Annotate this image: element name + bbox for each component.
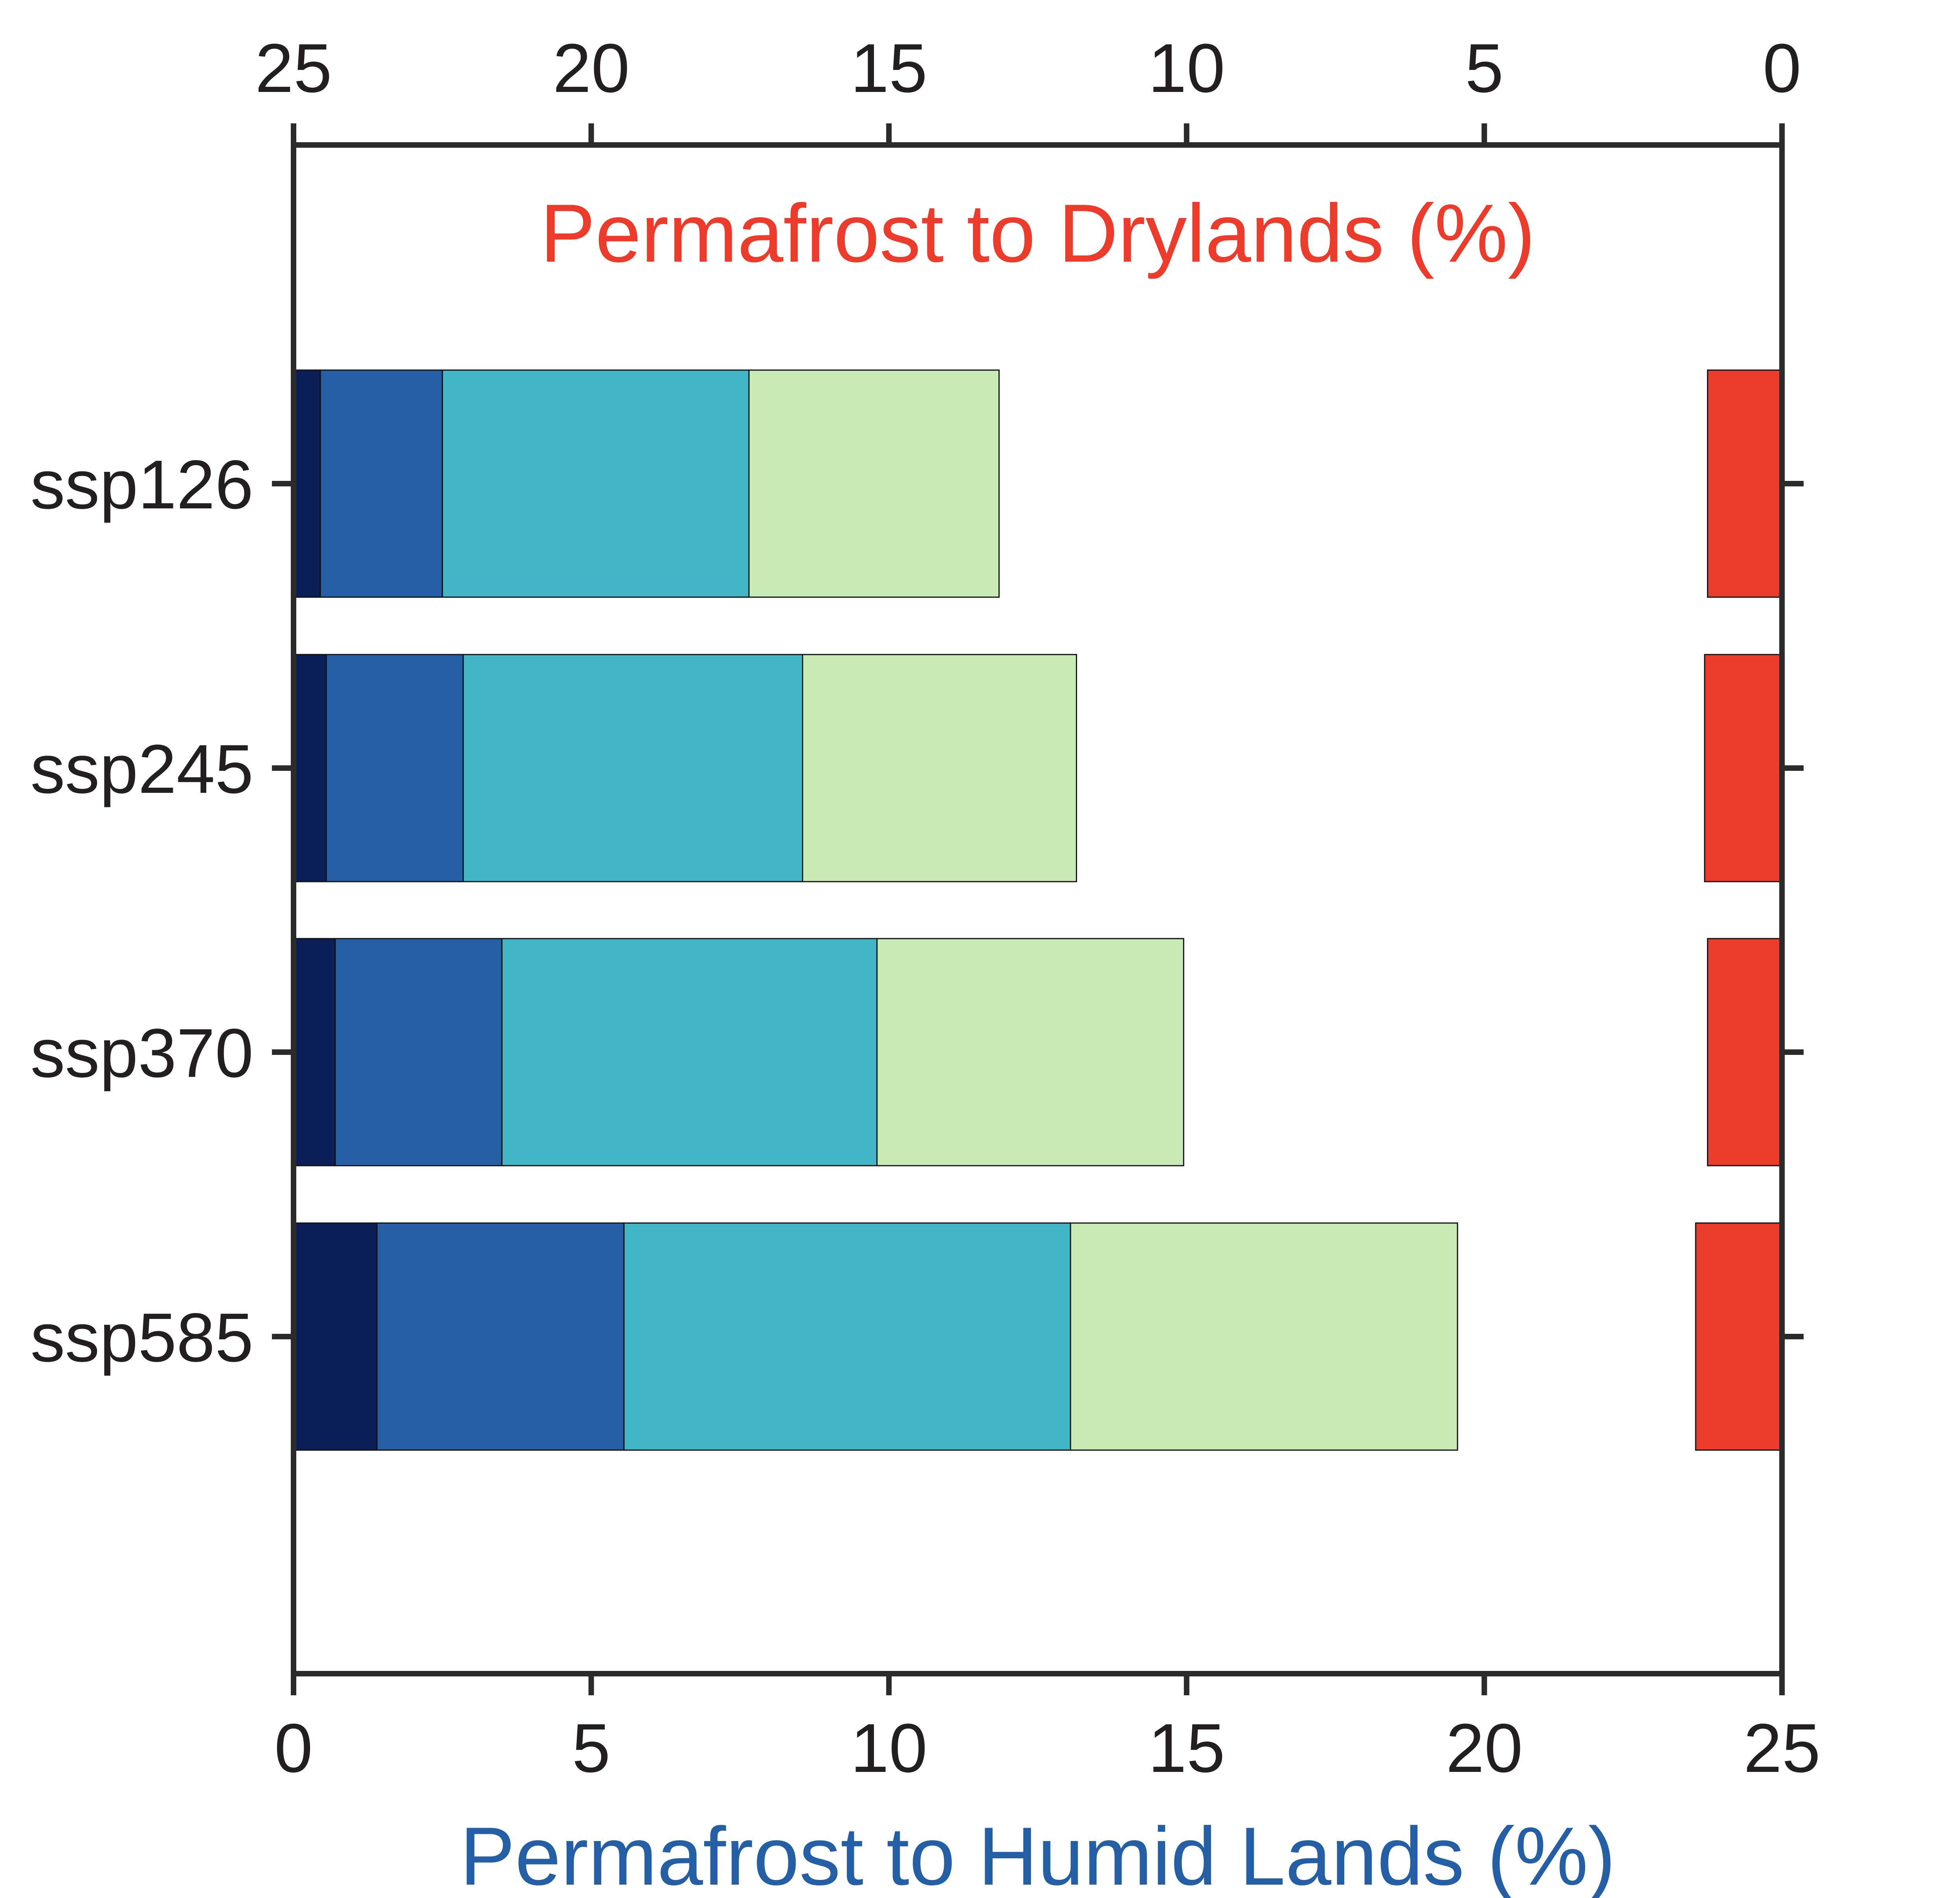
humid-bar-segment-ssp370-1 xyxy=(293,938,336,1166)
category-label-ssp126: ssp126 xyxy=(30,446,253,523)
humid-bar-segment-ssp245-3 xyxy=(462,654,803,882)
bottom-axis-tick-label: 15 xyxy=(1148,1710,1225,1787)
humid-bar-segment-ssp370-2 xyxy=(334,938,503,1166)
humid-bar-segment-ssp245-2 xyxy=(325,654,464,882)
humid-bar-segment-ssp126-2 xyxy=(319,369,443,598)
category-label-ssp585: ssp585 xyxy=(30,1299,253,1376)
category-label-ssp370: ssp370 xyxy=(30,1015,253,1092)
top-axis-tick-label: 25 xyxy=(255,30,332,107)
drylands-bar-ssp370 xyxy=(1707,938,1783,1166)
bottom-axis-tick-label: 0 xyxy=(274,1710,313,1787)
humid-bar-segment-ssp585-4 xyxy=(1070,1222,1458,1451)
plot-frame xyxy=(291,142,1785,1676)
top-axis-title: Permafrost to Drylands (%) xyxy=(540,187,1535,279)
bottom-axis-tick-label: 5 xyxy=(572,1710,611,1787)
top-axis-tick-label: 0 xyxy=(1763,30,1801,107)
bottom-axis-tick-label: 25 xyxy=(1743,1710,1821,1787)
bottom-axis-title: Permafrost to Humid Lands (%) xyxy=(460,1810,1615,1898)
humid-bar-segment-ssp126-4 xyxy=(748,369,1000,598)
chart-axes: 0 5 10 15 20 25 25 20 15 10 5 0 ssp126 ssp245 ssp370 ss… xyxy=(30,30,1820,1787)
bottom-axis-tick-label: 10 xyxy=(850,1710,927,1787)
humid-bar-segment-ssp126-3 xyxy=(442,369,750,598)
bottom-axis-tick-label: 20 xyxy=(1446,1710,1523,1787)
drylands-bar-ssp245 xyxy=(1704,654,1783,882)
humid-bar-segment-ssp370-3 xyxy=(501,938,878,1166)
humid-bar-segment-ssp585-3 xyxy=(623,1222,1071,1451)
category-label-ssp245: ssp245 xyxy=(30,731,253,808)
top-axis-tick-label: 15 xyxy=(850,30,927,107)
humid-bar-segment-ssp585-1 xyxy=(293,1222,378,1451)
chart-marks xyxy=(293,369,1783,1451)
drylands-bar-ssp126 xyxy=(1707,369,1783,598)
humid-bar-segment-ssp245-4 xyxy=(802,654,1077,882)
drylands-bar-ssp585 xyxy=(1695,1222,1783,1451)
top-axis-tick-label: 10 xyxy=(1148,30,1225,107)
humid-bar-segment-ssp245-1 xyxy=(293,654,327,882)
top-axis-tick-label: 5 xyxy=(1465,30,1503,107)
humid-bar-segment-ssp585-2 xyxy=(376,1222,625,1451)
top-axis-tick-label: 20 xyxy=(553,30,630,107)
humid-bar-segment-ssp126-1 xyxy=(293,369,321,598)
humid-bar-segment-ssp370-4 xyxy=(876,938,1184,1166)
